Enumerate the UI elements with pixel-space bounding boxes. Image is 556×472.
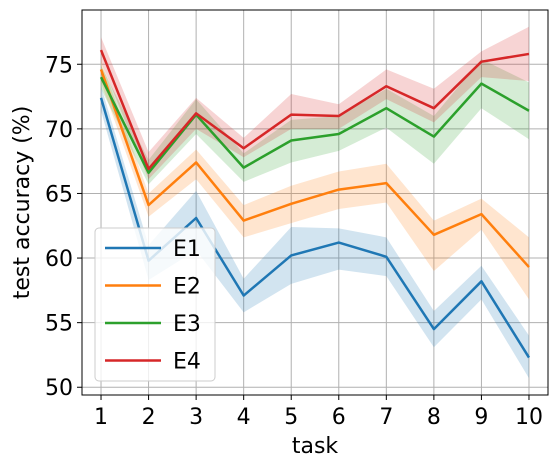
confidence-band-e3: [101, 59, 529, 185]
x-tick-label: 1: [94, 405, 108, 430]
x-tick-label: 9: [474, 405, 488, 430]
series-line-e2: [99, 69, 530, 268]
series-lines: [99, 49, 531, 359]
legend-label-e2: E2: [173, 275, 201, 300]
legend-box: [94, 227, 216, 382]
y-tick-label: 75: [45, 53, 73, 78]
x-tick-label: 5: [284, 405, 298, 430]
y-tick-label: 70: [45, 118, 73, 143]
x-tick-label: 8: [427, 405, 441, 430]
tick-labels: 1 2 3 4 5 6 7 8 9 10 50 55 60 65 70 75: [45, 53, 543, 430]
axes-frame: [81, 9, 549, 396]
confidence-band-e1: [101, 86, 529, 379]
y-axis-label: test accuracy (%): [10, 106, 35, 300]
plot-frame: [81, 9, 549, 396]
y-tick-label: 55: [45, 312, 73, 337]
x-tick-label: 2: [142, 405, 156, 430]
legend-label-e1: E1: [173, 237, 201, 262]
legend-label-e4: E4: [173, 350, 201, 375]
y-tick-label: 60: [45, 247, 73, 272]
confidence-band-e2: [101, 60, 529, 300]
x-tick-label: 4: [237, 405, 251, 430]
legend: E1 E2 E3 E4: [94, 227, 216, 382]
axis-labels: task test accuracy (%): [10, 106, 338, 459]
x-tick-label: 10: [515, 405, 543, 430]
x-tick-label: 3: [189, 405, 203, 430]
x-axis-label: task: [292, 434, 339, 459]
y-tick-label: 50: [45, 376, 73, 401]
series-line-e4: [99, 49, 530, 171]
confidence-bands: [101, 26, 529, 379]
x-tick-label: 6: [332, 405, 346, 430]
y-tick-label: 65: [45, 182, 73, 207]
x-tick-label: 7: [379, 405, 393, 430]
series-line-e3: [99, 76, 530, 175]
legend-label-e3: E3: [173, 312, 201, 337]
confidence-band-e4: [101, 26, 529, 180]
